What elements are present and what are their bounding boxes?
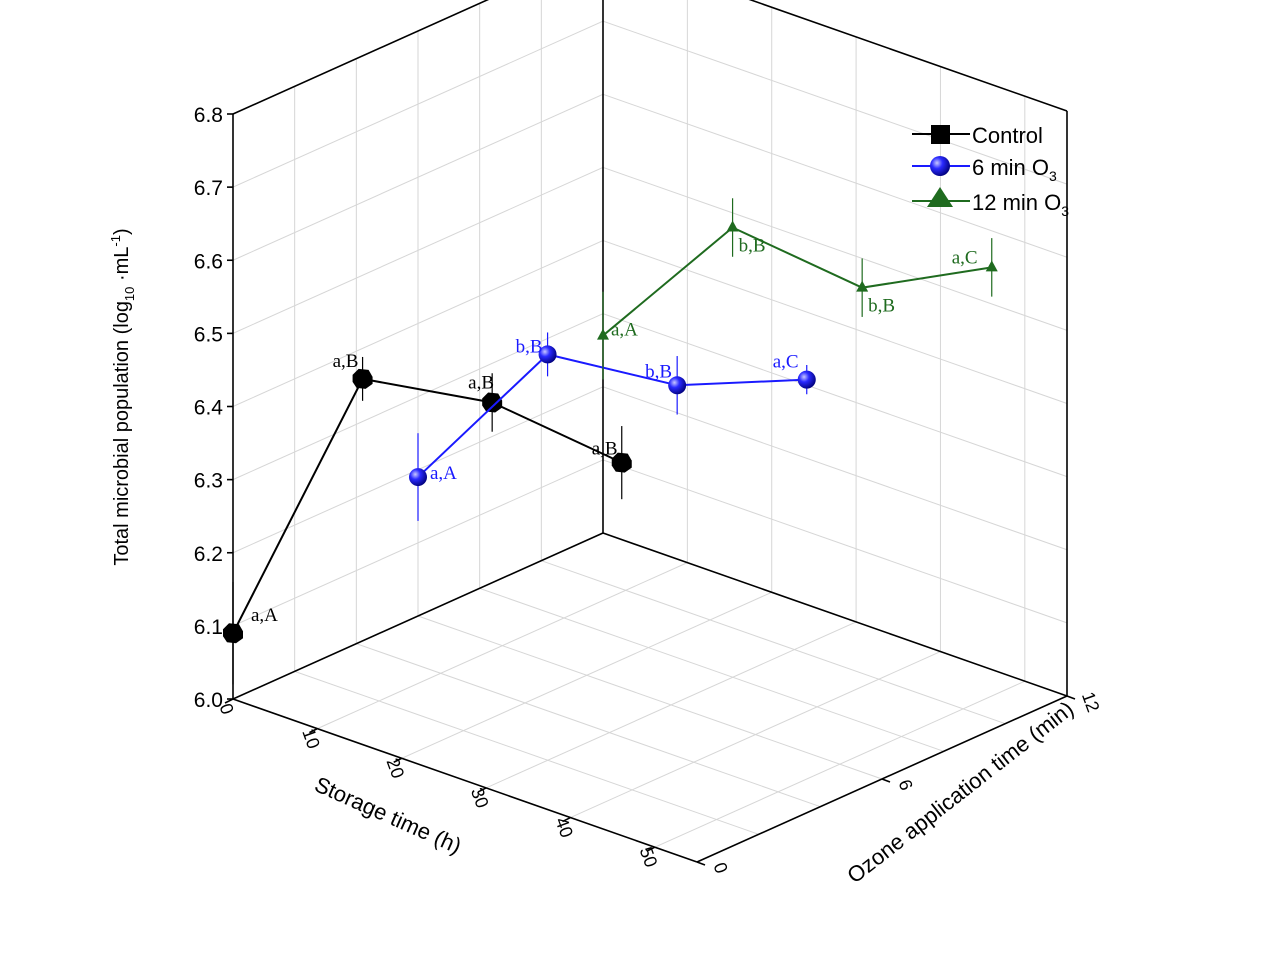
data-point-square <box>611 452 632 473</box>
y-tick-label: 6.6 <box>194 250 223 273</box>
legend-label-control: Control <box>972 123 1043 148</box>
x-tick <box>393 757 403 763</box>
series-group: a,A a,B a,B a,B <box>223 351 632 685</box>
legend-item-12min: 12 min O3 <box>912 187 1069 219</box>
series-line <box>417 353 807 478</box>
axis-line <box>232 698 698 863</box>
gridline-z <box>602 0 1068 697</box>
x-tick <box>309 727 318 734</box>
legend: Control 6 min O3 12 min O3 <box>912 123 1069 219</box>
data-label: b,B <box>868 296 895 317</box>
gridline-x <box>654 96 1026 848</box>
y-axis-label: Total microbial population (log10 ·mL-1) <box>108 228 137 565</box>
y-tick-label: 6.4 <box>194 397 224 420</box>
z-tick <box>696 861 706 866</box>
y-tick-label: 6.2 <box>194 543 223 566</box>
y-tick-label: 6.7 <box>194 177 223 200</box>
gridline-z <box>355 58 821 808</box>
data-point-triangle <box>597 328 609 340</box>
legend-item-control: Control <box>912 123 1043 148</box>
y-tick-label: 6.3 <box>194 470 223 493</box>
x-tick <box>477 787 487 793</box>
data-label: a,B <box>333 351 359 372</box>
axis-line <box>748 0 1068 112</box>
data-point-sphere <box>538 345 557 364</box>
series-group: a,A b,B b,B a,C <box>409 332 816 521</box>
z-axis-label: Ozone application time (min) <box>842 696 1078 888</box>
data-point-sphere <box>409 468 427 487</box>
data-label: a,A <box>430 463 457 484</box>
x-tick <box>562 816 571 823</box>
x-tick <box>224 698 234 704</box>
gridline-z <box>294 86 759 835</box>
data-point-sphere <box>797 370 816 389</box>
y-tick-label: 6.0 <box>194 689 223 712</box>
data-point-triangle <box>726 220 739 232</box>
series: a,A a,B a,B a,B a,A b,B b,B a,C a,A b,B b,B a,C <box>223 198 998 685</box>
gridline-x <box>570 66 941 819</box>
legend-triangle-icon <box>927 187 953 207</box>
axis-line <box>232 532 604 700</box>
y-tick-label: 6.8 <box>194 104 223 127</box>
series-line <box>232 377 623 634</box>
z-tick-label: 12 <box>1078 689 1104 715</box>
axis-line <box>232 0 490 115</box>
data-point-triangle <box>856 280 869 292</box>
y-tick-label: 6.1 <box>194 616 223 639</box>
data-point-sphere <box>668 376 687 395</box>
gridline-x <box>317 0 688 730</box>
data-point-square <box>223 623 243 644</box>
data-label: a,A <box>611 320 638 341</box>
gridline-z <box>232 114 698 863</box>
legend-label-6min: 6 min O3 <box>972 155 1057 184</box>
gridline-y <box>232 313 1068 481</box>
y-tick-label: 6.5 <box>194 323 223 346</box>
legend-item-6min: 6 min O3 <box>912 155 1057 184</box>
data-point-square <box>482 392 503 413</box>
data-label: b,B <box>516 336 543 357</box>
z-tick <box>1066 695 1076 700</box>
gridline-y <box>232 459 1068 627</box>
data-label: a,B <box>592 439 618 460</box>
gridline-y <box>232 386 1068 554</box>
x-tick <box>646 846 656 852</box>
data-point-triangle <box>985 260 998 272</box>
z-tick-label: 6 <box>895 777 917 793</box>
data-label: a,B <box>468 372 494 393</box>
data-label: a,C <box>773 352 799 373</box>
x-axis-label: Storage time (h) <box>311 772 465 859</box>
legend-square-icon <box>931 125 950 144</box>
data-label: b,B <box>645 361 672 382</box>
data-label: b,B <box>739 236 766 257</box>
legend-label-12min: 12 min O3 <box>972 190 1069 219</box>
axis-line <box>602 532 1068 697</box>
gridline-z <box>479 3 944 752</box>
series-line <box>602 226 992 337</box>
z-tick <box>881 778 891 783</box>
gridline-y <box>232 532 1068 700</box>
legend-sphere-icon <box>930 156 950 176</box>
data-label: a,A <box>251 605 278 626</box>
z-tick-label: 0 <box>710 860 732 876</box>
data-point-square <box>352 368 373 389</box>
gridline-y <box>232 93 1068 261</box>
series-group: a,A b,B b,B a,C <box>597 198 998 380</box>
data-label: a,C <box>952 247 978 268</box>
